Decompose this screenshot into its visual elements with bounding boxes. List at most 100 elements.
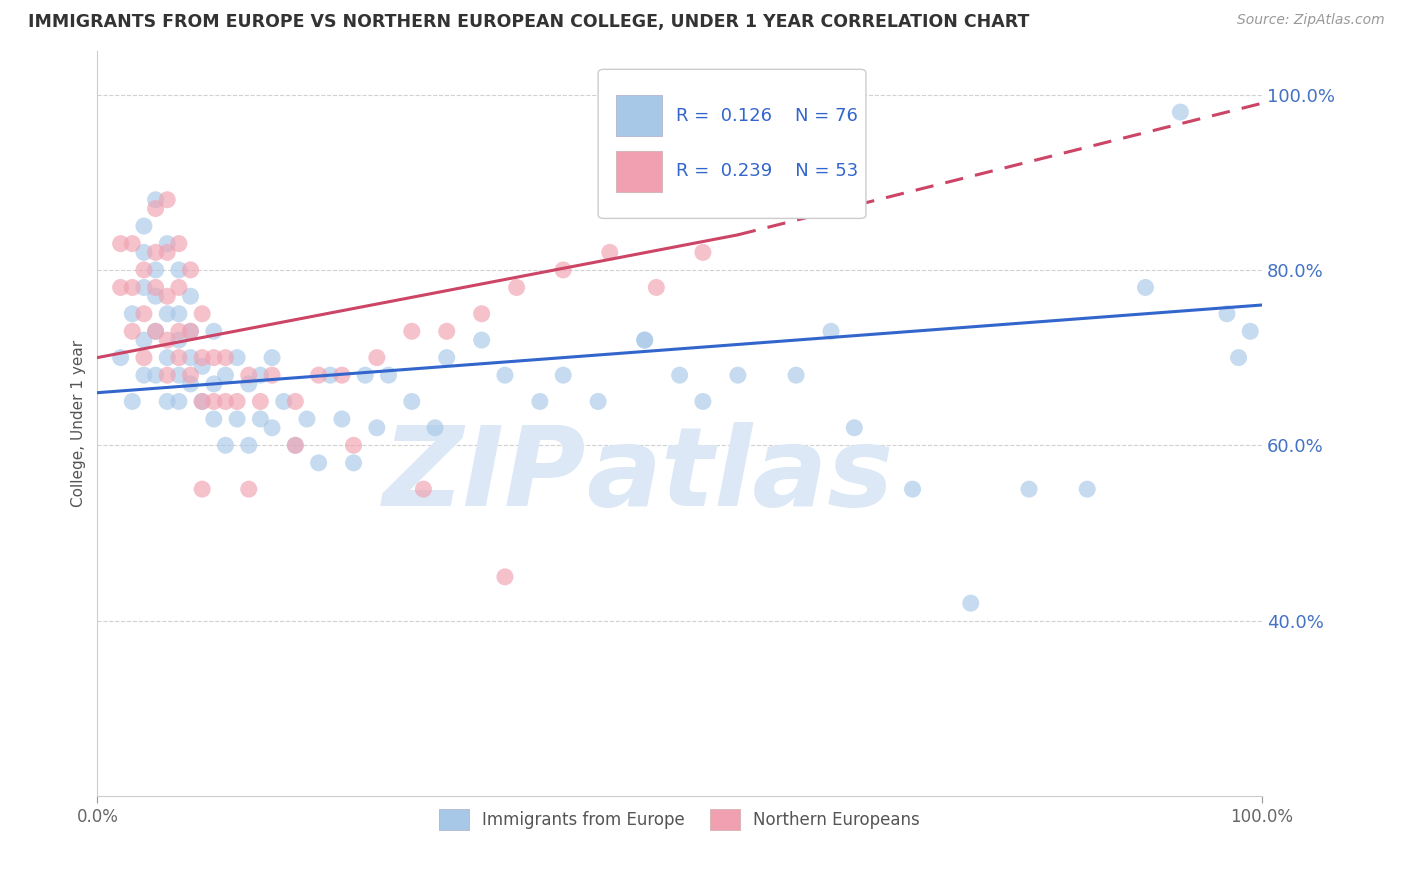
Point bbox=[284, 394, 307, 409]
Point bbox=[167, 280, 190, 294]
Point bbox=[191, 351, 214, 365]
Point bbox=[156, 351, 179, 365]
Point bbox=[145, 263, 167, 277]
Point bbox=[249, 412, 271, 426]
Point bbox=[132, 368, 155, 383]
FancyBboxPatch shape bbox=[616, 152, 662, 193]
Text: atlas: atlas bbox=[586, 422, 894, 529]
Point bbox=[366, 351, 388, 365]
Point bbox=[785, 368, 807, 383]
Point bbox=[156, 245, 179, 260]
Point bbox=[1239, 324, 1261, 338]
Point bbox=[180, 263, 202, 277]
Point bbox=[553, 368, 575, 383]
Point bbox=[121, 280, 143, 294]
Point bbox=[167, 263, 190, 277]
Point bbox=[423, 421, 446, 435]
Point bbox=[191, 394, 214, 409]
Point bbox=[145, 193, 167, 207]
Point bbox=[284, 438, 307, 452]
Point bbox=[110, 236, 132, 251]
Point bbox=[132, 333, 155, 347]
Point bbox=[529, 394, 551, 409]
Point bbox=[634, 333, 657, 347]
Point bbox=[820, 324, 842, 338]
Point bbox=[342, 438, 364, 452]
Point bbox=[692, 394, 714, 409]
Point bbox=[295, 412, 318, 426]
Point bbox=[401, 324, 423, 338]
Point bbox=[145, 245, 167, 260]
Legend: Immigrants from Europe, Northern Europeans: Immigrants from Europe, Northern Europea… bbox=[433, 803, 927, 836]
Text: R =  0.239    N = 53: R = 0.239 N = 53 bbox=[676, 162, 859, 180]
Point bbox=[634, 333, 657, 347]
Point bbox=[342, 456, 364, 470]
Text: R =  0.126    N = 76: R = 0.126 N = 76 bbox=[676, 106, 858, 125]
Point bbox=[249, 394, 271, 409]
Point bbox=[121, 324, 143, 338]
Point bbox=[249, 368, 271, 383]
Point bbox=[167, 236, 190, 251]
Point bbox=[901, 482, 924, 496]
Point bbox=[844, 421, 866, 435]
Point bbox=[284, 438, 307, 452]
Text: ZIP: ZIP bbox=[382, 422, 586, 529]
Point bbox=[167, 351, 190, 365]
Point bbox=[494, 368, 516, 383]
Point bbox=[167, 394, 190, 409]
Point bbox=[1227, 351, 1250, 365]
Point bbox=[132, 245, 155, 260]
Point bbox=[167, 333, 190, 347]
Point bbox=[121, 394, 143, 409]
Point bbox=[1216, 307, 1239, 321]
Point bbox=[167, 368, 190, 383]
Point bbox=[180, 289, 202, 303]
Point bbox=[436, 324, 458, 338]
Point bbox=[110, 280, 132, 294]
Point bbox=[202, 412, 225, 426]
FancyBboxPatch shape bbox=[616, 95, 662, 136]
Point bbox=[645, 280, 668, 294]
Point bbox=[167, 324, 190, 338]
FancyBboxPatch shape bbox=[598, 70, 866, 219]
Point bbox=[145, 368, 167, 383]
Point bbox=[110, 351, 132, 365]
Point bbox=[202, 324, 225, 338]
Point bbox=[145, 324, 167, 338]
Point bbox=[1076, 482, 1098, 496]
Point bbox=[553, 263, 575, 277]
Point bbox=[145, 202, 167, 216]
Point bbox=[330, 368, 353, 383]
Point bbox=[412, 482, 434, 496]
Point bbox=[494, 570, 516, 584]
Text: Source: ZipAtlas.com: Source: ZipAtlas.com bbox=[1237, 13, 1385, 28]
Point bbox=[145, 324, 167, 338]
Point bbox=[156, 333, 179, 347]
Point bbox=[366, 421, 388, 435]
Point bbox=[191, 482, 214, 496]
Point bbox=[1170, 105, 1192, 120]
Point bbox=[132, 351, 155, 365]
Point bbox=[180, 368, 202, 383]
Point bbox=[121, 307, 143, 321]
Point bbox=[156, 307, 179, 321]
Point bbox=[191, 359, 214, 374]
Point bbox=[727, 368, 749, 383]
Point bbox=[377, 368, 399, 383]
Y-axis label: College, Under 1 year: College, Under 1 year bbox=[72, 340, 86, 507]
Point bbox=[191, 307, 214, 321]
Point bbox=[354, 368, 377, 383]
Point bbox=[238, 438, 260, 452]
Point bbox=[401, 394, 423, 409]
Point bbox=[260, 421, 283, 435]
Point bbox=[214, 394, 236, 409]
Point bbox=[156, 193, 179, 207]
Point bbox=[471, 307, 494, 321]
Point bbox=[132, 219, 155, 233]
Point bbox=[132, 280, 155, 294]
Point bbox=[1135, 280, 1157, 294]
Point bbox=[132, 307, 155, 321]
Point bbox=[180, 376, 202, 391]
Point bbox=[167, 307, 190, 321]
Point bbox=[121, 236, 143, 251]
